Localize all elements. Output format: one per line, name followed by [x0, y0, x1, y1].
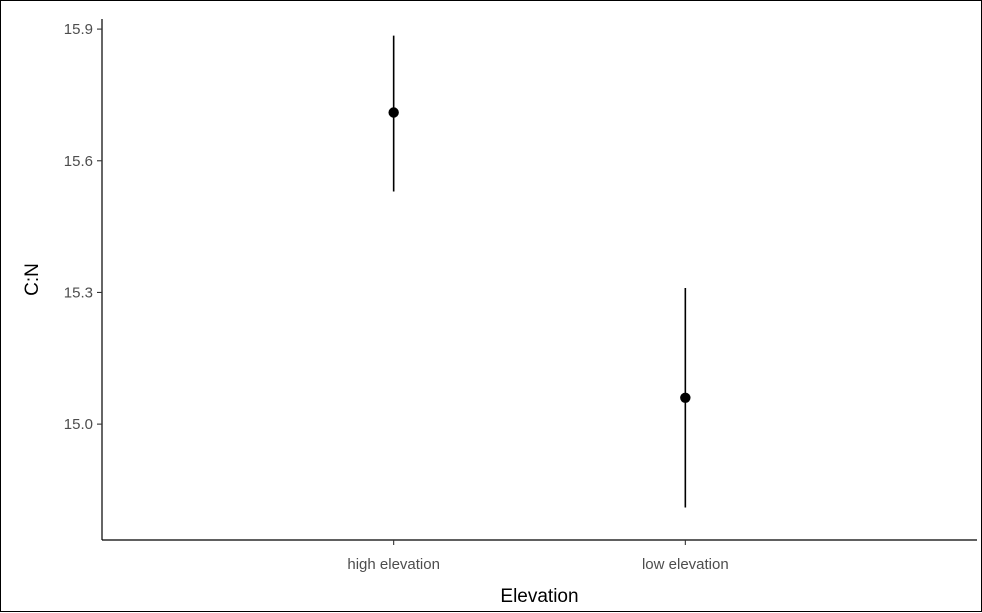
x-tick-label: high elevation: [347, 556, 440, 573]
y-axis-title: C:N: [22, 263, 43, 296]
x-axis-title: Elevation: [500, 586, 578, 607]
y-tick-label: 15.3: [64, 284, 93, 301]
data-point: [388, 107, 399, 118]
x-ticks: high elevation low elevation: [347, 540, 729, 573]
data-point: [680, 392, 691, 403]
y-ticks: 15.0 15.3 15.6 15.9: [64, 21, 102, 433]
x-tick-label: low elevation: [642, 556, 729, 573]
y-tick-label: 15.0: [64, 416, 93, 433]
y-tick-label: 15.6: [64, 153, 93, 170]
y-tick-label: 15.9: [64, 21, 93, 38]
axes: [101, 19, 977, 541]
data-marks: [388, 35, 691, 508]
